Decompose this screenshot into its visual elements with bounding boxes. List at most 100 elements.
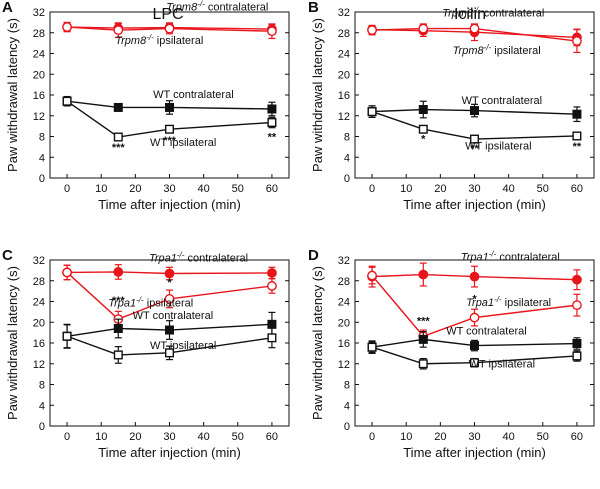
series-line — [67, 26, 272, 30]
x-tick-label: 60 — [571, 431, 583, 443]
y-tick-label: 16 — [33, 90, 45, 102]
y-tick-label: 4 — [344, 400, 350, 412]
x-tick-label: 60 — [571, 183, 583, 195]
y-tick-label: 12 — [33, 359, 45, 371]
series-annotation: Trpa1-/- ipsilateral — [108, 296, 193, 310]
series-annotation: Trpa1-/- ipsilateral — [466, 295, 551, 309]
series-wt-ipsilateral — [367, 341, 582, 370]
panel-label: A — [2, 0, 13, 16]
series-line — [371, 275, 578, 338]
y-axis-label: Paw withdrawal latency (s) — [5, 18, 20, 172]
y-tick-label: 24 — [33, 49, 45, 61]
data-point — [470, 106, 480, 116]
data-point — [164, 124, 174, 134]
y-tick-label: 28 — [33, 28, 45, 40]
data-point — [267, 104, 277, 114]
x-tick-label: 40 — [198, 431, 210, 443]
series-line — [66, 323, 272, 337]
data-point — [469, 271, 480, 282]
x-tick-label: 30 — [468, 183, 480, 195]
data-point — [62, 331, 72, 341]
series-annotation: Trpa1-/- contralateral — [461, 250, 560, 264]
series-annotation: Trpm8-/- contralateral — [166, 0, 268, 13]
significance-mark: * — [167, 277, 172, 289]
data-point — [367, 107, 377, 117]
series-line — [66, 100, 272, 138]
y-tick-label: 4 — [39, 152, 45, 164]
x-tick-label: 50 — [232, 431, 244, 443]
data-point — [572, 300, 582, 311]
x-tick-label: 40 — [198, 183, 210, 195]
y-tick-label: 28 — [338, 276, 350, 288]
data-point — [572, 351, 582, 361]
data-point — [164, 325, 174, 335]
data-point — [418, 359, 428, 369]
series-wt-ipsilateral — [62, 323, 277, 364]
y-tick-label: 0 — [344, 173, 350, 185]
series-annotation: WT ipsilateral — [469, 358, 535, 370]
series-line — [67, 26, 272, 32]
y-tick-label: 16 — [338, 90, 350, 102]
y-tick-label: 24 — [338, 49, 350, 61]
series-annotation: WT contralateral — [133, 310, 214, 322]
data-point — [267, 117, 277, 127]
series-annotation: WT ipsilateral — [150, 137, 216, 149]
data-point — [113, 25, 124, 36]
data-point — [113, 323, 123, 333]
x-tick-label: 50 — [537, 431, 549, 443]
panel-b: B Icilin 0 4 8 12 16 20 24 28 32 0 10 20 30 40 50 60 Time … — [308, 0, 595, 212]
series-line — [67, 271, 272, 275]
x-tick-label: 60 — [266, 431, 278, 443]
x-axis-label: Time after injection (min) — [98, 445, 241, 460]
x-tick-label: 40 — [503, 183, 515, 195]
series-annotation: WT contralateral — [446, 326, 527, 338]
panel-label: B — [308, 0, 319, 16]
series-annotation: Trpm8-/- ipsilateral — [453, 43, 541, 57]
panel-title: LPC — [152, 6, 183, 23]
y-tick-label: 28 — [338, 28, 350, 40]
significance-mark: *** — [417, 315, 431, 327]
x-tick-label: 10 — [95, 431, 107, 443]
series-annotation: WT ipsilateral — [150, 340, 216, 352]
significance-mark: *** — [112, 142, 126, 154]
y-tick-label: 8 — [344, 380, 350, 392]
data-point — [267, 268, 277, 278]
y-tick-label: 8 — [39, 132, 45, 144]
significance-mark: ** — [573, 141, 582, 153]
data-point — [470, 358, 480, 368]
data-point — [470, 134, 480, 144]
series-trpa1-ipsilateral — [367, 266, 582, 344]
series-line — [371, 346, 577, 365]
series-annotation: Trpm8-/- ipsilateral — [115, 33, 203, 47]
y-tick-label: 28 — [33, 276, 45, 288]
data-point — [164, 348, 174, 358]
series-line — [66, 100, 272, 110]
y-tick-label: 12 — [338, 111, 350, 123]
series-wt-ipsilateral — [62, 96, 277, 142]
data-point — [469, 23, 480, 34]
y-axis-label: Paw withdrawal latency (s) — [310, 266, 325, 420]
series-line — [372, 27, 578, 42]
data-point — [267, 26, 277, 37]
x-tick-label: 10 — [400, 183, 412, 195]
y-tick-label: 12 — [338, 359, 350, 371]
significance-mark: * — [472, 294, 477, 306]
data-point — [62, 22, 72, 32]
significance-mark: *** — [112, 295, 126, 307]
panel-label: C — [2, 247, 13, 264]
significance-mark: * — [421, 134, 426, 146]
data-point — [572, 339, 582, 349]
x-tick-label: 20 — [129, 431, 141, 443]
y-tick-label: 20 — [338, 69, 350, 81]
data-point — [267, 319, 277, 329]
x-axis-label: Time after injection (min) — [403, 197, 546, 212]
x-tick-label: 30 — [163, 431, 175, 443]
series-annotation: WT ipsilateral — [465, 140, 531, 152]
data-point — [113, 132, 123, 142]
x-tick-label: 30 — [468, 431, 480, 443]
data-point — [418, 334, 428, 344]
y-tick-label: 32 — [33, 255, 45, 267]
y-tick-label: 0 — [39, 173, 45, 185]
x-tick-label: 0 — [369, 431, 375, 443]
